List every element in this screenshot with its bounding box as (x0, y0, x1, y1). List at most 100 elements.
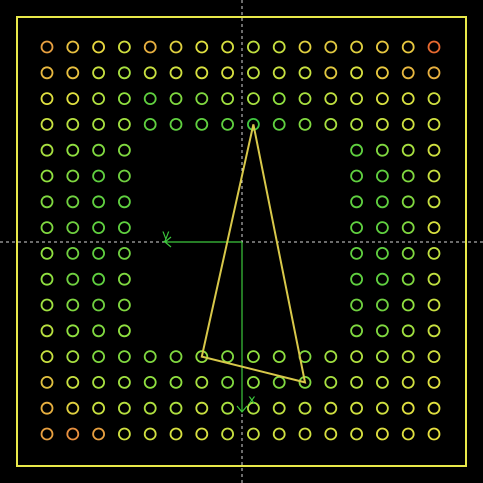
ball-pad[interactable] (118, 246, 131, 260)
ball-pad[interactable] (66, 143, 80, 157)
ball-pad[interactable] (272, 66, 286, 80)
ball-pad[interactable] (427, 298, 441, 312)
ball-pad[interactable] (40, 427, 54, 441)
ball-pad[interactable] (350, 375, 364, 389)
ball-pad[interactable] (92, 427, 105, 441)
ball-pad[interactable] (221, 401, 235, 415)
ball-pad[interactable] (375, 118, 389, 131)
ball-pad[interactable] (221, 375, 235, 389)
ball-pad[interactable] (221, 40, 235, 54)
ball-pad[interactable] (324, 118, 338, 131)
ball-pad[interactable] (118, 66, 131, 80)
ball-pad[interactable] (324, 427, 338, 441)
ball-pad[interactable] (427, 143, 441, 157)
ball-pad[interactable] (350, 40, 364, 54)
ball-pad[interactable] (401, 221, 415, 235)
ball-pad[interactable] (143, 375, 157, 389)
ball-pad[interactable] (246, 92, 260, 105)
ball-pad[interactable] (66, 375, 80, 389)
ball-pad[interactable] (427, 401, 441, 415)
ball-pad[interactable] (427, 375, 441, 389)
ball-pad[interactable] (350, 350, 364, 364)
ball-pad[interactable] (375, 66, 389, 80)
ball-pad[interactable] (401, 401, 415, 415)
ball-pad[interactable] (40, 272, 54, 286)
ball-pad[interactable] (221, 92, 235, 105)
ball-pad[interactable] (427, 118, 441, 131)
ball-pad[interactable] (118, 118, 131, 131)
ball-pad[interactable] (298, 92, 312, 105)
ball-pad[interactable] (350, 272, 364, 286)
ball-pad[interactable] (66, 298, 80, 312)
ball-pad[interactable] (118, 92, 131, 105)
ball-pad[interactable] (401, 40, 415, 54)
ball-pad[interactable] (375, 169, 389, 183)
ball-pad[interactable] (66, 350, 80, 364)
ball-pad[interactable] (92, 143, 105, 157)
ball-pad[interactable] (350, 298, 364, 312)
ball-pad[interactable] (401, 118, 415, 131)
ball-pad[interactable] (350, 169, 364, 183)
ball-pad[interactable] (272, 350, 286, 364)
ball-pad[interactable] (427, 427, 441, 441)
ball-pad[interactable] (221, 66, 235, 80)
ball-pad[interactable] (401, 427, 415, 441)
ball-pad[interactable] (143, 401, 157, 415)
ball-pad[interactable] (118, 350, 131, 364)
ball-pad[interactable] (118, 324, 131, 338)
ball-pad[interactable] (169, 350, 183, 364)
ball-pad[interactable] (272, 118, 286, 131)
ball-pad[interactable] (246, 401, 260, 415)
ball-pad[interactable] (298, 427, 312, 441)
ball-pad[interactable] (272, 401, 286, 415)
ball-pad[interactable] (298, 118, 312, 131)
ball-pad[interactable] (92, 401, 105, 415)
ball-pad[interactable] (92, 350, 105, 364)
ball-pad[interactable] (40, 350, 54, 364)
ball-pad[interactable] (195, 66, 209, 80)
ball-pad[interactable] (195, 427, 209, 441)
ball-pad[interactable] (401, 272, 415, 286)
ball-pad[interactable] (298, 401, 312, 415)
ball-pad[interactable] (427, 92, 441, 105)
ball-pad[interactable] (118, 40, 131, 54)
ball-pad[interactable] (401, 66, 415, 80)
ball-pad[interactable] (118, 427, 131, 441)
ball-pad[interactable] (375, 92, 389, 105)
ball-pad[interactable] (195, 40, 209, 54)
ball-pad[interactable] (66, 92, 80, 105)
ball-pad[interactable] (401, 143, 415, 157)
ball-pad[interactable] (298, 66, 312, 80)
ball-pad[interactable] (324, 40, 338, 54)
ball-pad[interactable] (169, 401, 183, 415)
ball-pad[interactable] (298, 40, 312, 54)
ball-pad[interactable] (375, 143, 389, 157)
ball-pad[interactable] (195, 92, 209, 105)
ball-pad[interactable] (246, 375, 260, 389)
ball-pad[interactable] (92, 375, 105, 389)
ball-pad[interactable] (92, 118, 105, 131)
ball-pad[interactable] (40, 40, 54, 54)
ball-pad[interactable] (272, 427, 286, 441)
ball-pad[interactable] (40, 169, 54, 183)
ball-pad[interactable] (375, 246, 389, 260)
ball-pad[interactable] (143, 66, 157, 80)
ball-pad[interactable] (350, 246, 364, 260)
ball-pad[interactable] (427, 169, 441, 183)
ball-pad[interactable] (246, 40, 260, 54)
ball-pad[interactable] (92, 40, 105, 54)
ball-pad[interactable] (169, 118, 183, 131)
ball-pad[interactable] (401, 246, 415, 260)
ball-pad[interactable] (40, 298, 54, 312)
ball-pad[interactable] (427, 324, 441, 338)
ball-pad[interactable] (143, 118, 157, 131)
ball-pad[interactable] (401, 298, 415, 312)
ball-pad[interactable] (375, 40, 389, 54)
ball-pad[interactable] (324, 92, 338, 105)
ball-pad[interactable] (401, 169, 415, 183)
ball-pad[interactable] (401, 92, 415, 105)
ball-pad[interactable] (427, 246, 441, 260)
ball-pad[interactable] (350, 401, 364, 415)
ball-pad[interactable] (118, 375, 131, 389)
selection-triangle[interactable] (200, 124, 307, 384)
